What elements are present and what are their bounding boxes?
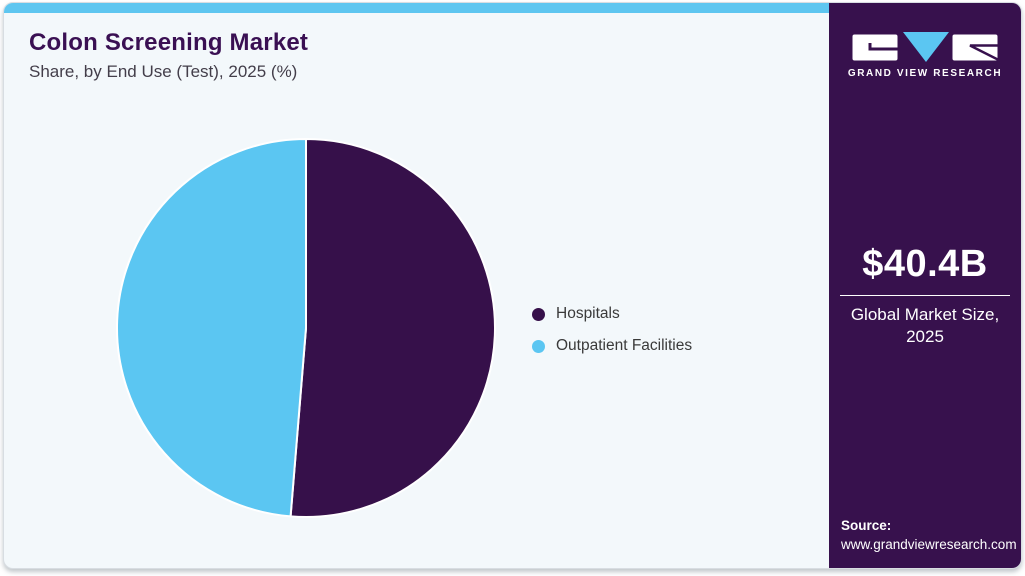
market-size-value: $40.4B [862, 243, 988, 285]
legend-item-hospitals: Hospitals [532, 305, 692, 323]
grand-view-research-logo: GRAND VIEW RESEARCH [829, 32, 1021, 79]
logo-r-glyph [969, 44, 998, 61]
market-size-label: Global Market Size, 2025 [829, 304, 1021, 348]
chart-area: Colon Screening Market Share, by End Use… [4, 3, 829, 568]
page-title: Colon Screening Market [29, 29, 309, 56]
legend-dot [532, 307, 545, 321]
legend-item-outpatient-facilities: Outpatient Facilities [532, 337, 692, 355]
top-accent-bar [4, 3, 829, 13]
market-size-block: $40.4B Global Market Size, 2025 [829, 243, 1021, 348]
legend-dot [532, 339, 545, 353]
pie-chart [116, 138, 496, 518]
pie-slice-outpatient-facilities [116, 138, 307, 518]
market-size-label-line2: 2025 [906, 326, 944, 346]
source-label: Source: [841, 517, 892, 533]
divider-line [840, 295, 1010, 296]
pie-slice-hospitals [289, 138, 496, 518]
sidebar: GRAND VIEW RESEARCH $40.4B Global Market… [829, 3, 1021, 568]
logo-text: GRAND VIEW RESEARCH [847, 68, 1003, 79]
legend-label: Outpatient Facilities [556, 337, 693, 354]
source-block: Source: www.grandviewresearch.com [841, 516, 1017, 555]
logo-v-mark [903, 32, 949, 62]
market-size-label-line1: Global Market Size, [850, 305, 1000, 324]
legend: Hospitals Outpatient Facilities [532, 305, 692, 355]
legend-label: Hospitals [556, 305, 620, 322]
gvr-logo-icon [852, 32, 998, 62]
page-subtitle: Share, by End Use (Test), 2025 (%) [29, 62, 298, 81]
logo-g-glyph [868, 43, 898, 51]
report-card: Colon Screening Market Share, by End Use… [3, 2, 1022, 569]
source-url: www.grandviewresearch.com [841, 537, 1017, 553]
